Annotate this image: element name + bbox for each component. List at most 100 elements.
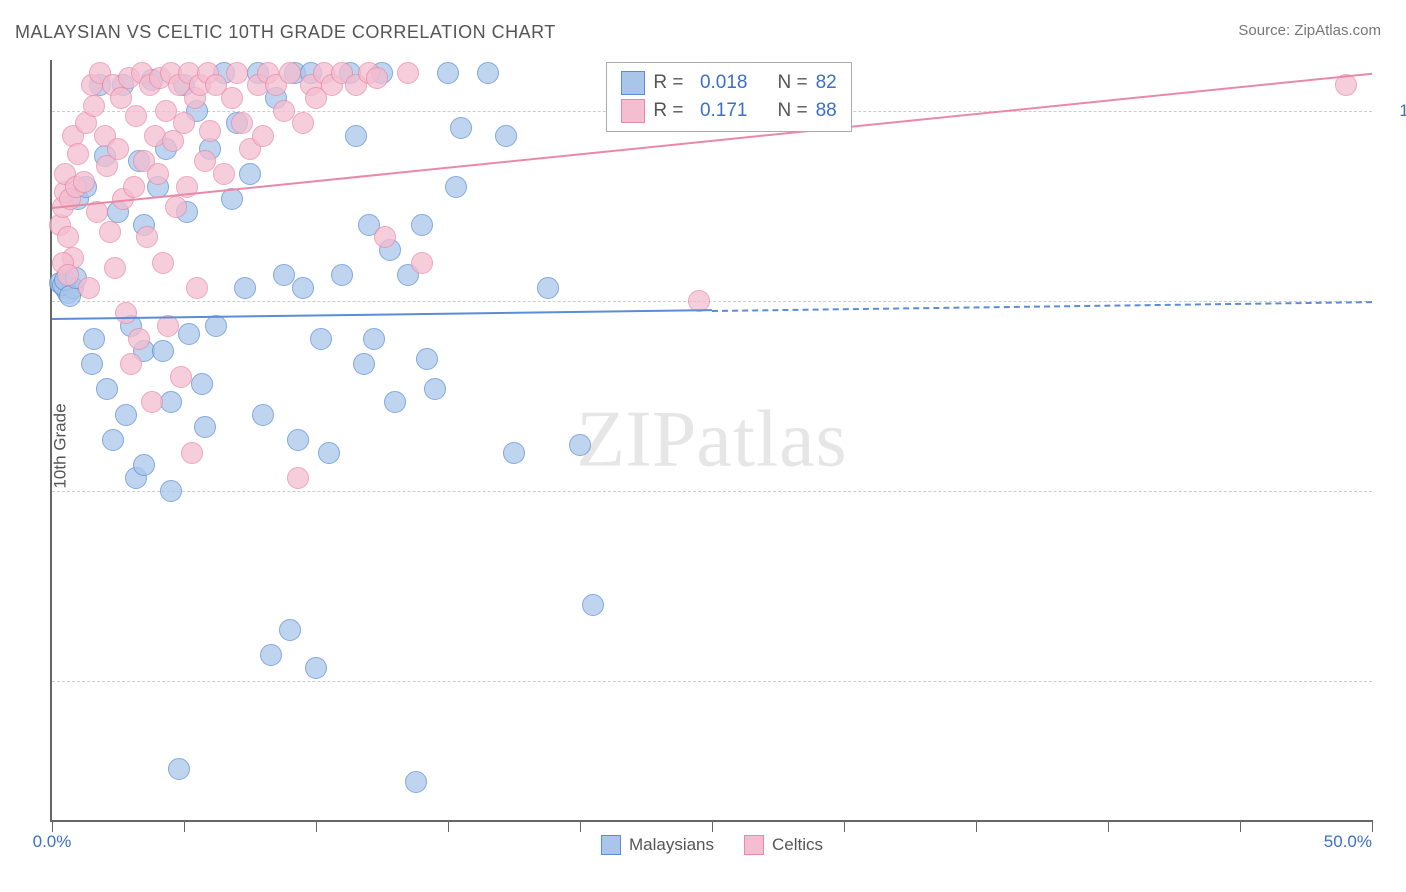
scatter-point [83,95,105,117]
scatter-point [287,467,309,489]
scatter-point [331,264,353,286]
legend-r-value: 0.018 [692,69,748,97]
scatter-point [83,328,105,350]
scatter-point [78,277,100,299]
scatter-point [133,454,155,476]
legend-item: Celtics [744,835,823,855]
source-attribution: Source: ZipAtlas.com [1238,22,1381,39]
scatter-point [305,657,327,679]
scatter-point [445,176,467,198]
y-tick-label: 77.5% [1377,671,1406,691]
scatter-point [73,171,95,193]
x-tick-label: 50.0% [1324,832,1372,852]
source-link[interactable]: ZipAtlas.com [1294,22,1381,39]
watermark-zip: ZIP [576,396,696,484]
x-tick [52,820,53,832]
scatter-point [569,434,591,456]
scatter-point [168,758,190,780]
legend-row: R =0.018N =82 [621,69,836,97]
scatter-point [374,226,396,248]
scatter-point [213,163,235,185]
scatter-point [287,429,309,451]
chart-title: MALAYSIAN VS CELTIC 10TH GRADE CORRELATI… [15,22,556,43]
scatter-point [411,252,433,274]
scatter-point [152,340,174,362]
legend-swatch [621,99,645,123]
legend-n-label: N = [778,97,808,125]
scatter-point [279,619,301,641]
trend-line [52,310,712,321]
legend-n-label: N = [778,69,808,97]
scatter-point [437,62,459,84]
scatter-point [239,163,261,185]
scatter-point [194,416,216,438]
legend-r-value: 0.171 [692,97,748,125]
legend-swatch [601,835,621,855]
trend-line [712,301,1372,312]
scatter-point [252,125,274,147]
scatter-point [67,143,89,165]
legend-swatch [621,71,645,95]
scatter-point [170,366,192,388]
scatter-point [205,315,227,337]
gridline [52,301,1372,302]
x-tick [448,820,449,832]
scatter-point [226,62,248,84]
scatter-point [292,112,314,134]
scatter-point [318,442,340,464]
scatter-point [231,112,253,134]
scatter-point [115,302,137,324]
legend-series-name: Celtics [772,835,823,855]
scatter-point [102,429,124,451]
scatter-point [165,196,187,218]
x-tick [1372,820,1373,832]
x-tick [1108,820,1109,832]
scatter-point [366,67,388,89]
scatter-point [450,117,472,139]
scatter-point [191,373,213,395]
scatter-point [582,594,604,616]
scatter-point [141,391,163,413]
x-tick [844,820,845,832]
scatter-point [405,771,427,793]
x-tick [316,820,317,832]
scatter-point [537,277,559,299]
scatter-point [110,87,132,109]
scatter-point [107,138,129,160]
scatter-point [57,264,79,286]
scatter-point [81,353,103,375]
scatter-point [234,277,256,299]
scatter-point [411,214,433,236]
x-tick [976,820,977,832]
scatter-point [260,644,282,666]
scatter-point [181,442,203,464]
x-tick [580,820,581,832]
scatter-point [252,404,274,426]
scatter-point [136,226,158,248]
plot-area: ZIPatlas 77.5%85.0%92.5%100.0%0.0%50.0%R… [50,60,1372,822]
scatter-point [120,353,142,375]
scatter-point [292,277,314,299]
gridline [52,681,1372,682]
scatter-point [96,378,118,400]
scatter-point [199,120,221,142]
scatter-point [384,391,406,413]
y-tick-label: 100.0% [1377,101,1406,121]
scatter-point [186,277,208,299]
scatter-point [221,87,243,109]
scatter-point [178,323,200,345]
scatter-point [310,328,332,350]
scatter-point [152,252,174,274]
legend-row: R =0.171N =88 [621,97,836,125]
gridline [52,491,1372,492]
scatter-point [424,378,446,400]
x-tick [184,820,185,832]
scatter-point [279,62,301,84]
y-tick-label: 92.5% [1377,291,1406,311]
scatter-point [160,480,182,502]
scatter-point [104,257,126,279]
scatter-point [397,62,419,84]
scatter-point [363,328,385,350]
scatter-point [477,62,499,84]
source-prefix: Source: [1238,22,1294,39]
